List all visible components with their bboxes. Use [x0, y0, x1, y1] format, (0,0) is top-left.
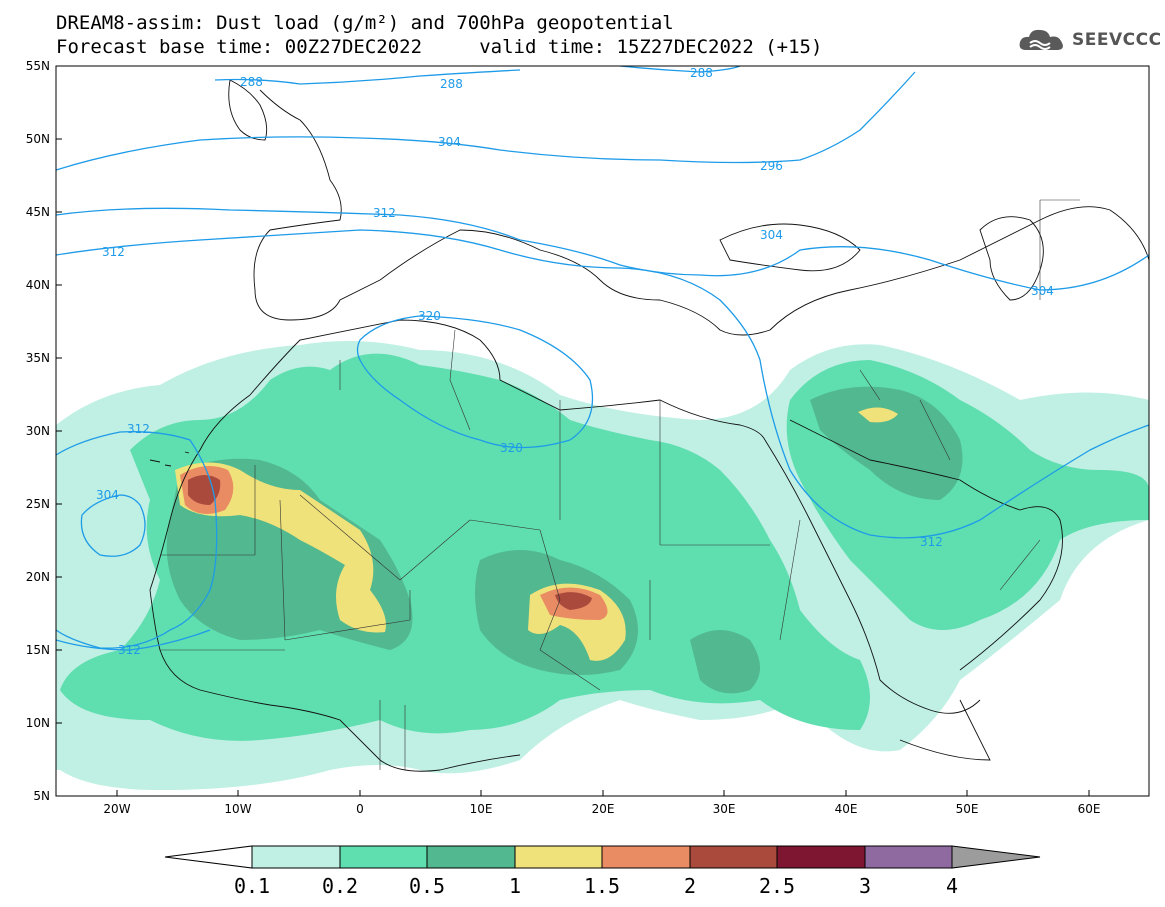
coast-arabia	[789, 419, 1063, 671]
lat-label-30n: 30N	[26, 424, 50, 438]
lat-label-35n: 35N	[26, 351, 50, 365]
title-line-1: DREAM8-assim: Dust load (g/m²) and 700hP…	[56, 12, 674, 34]
contour-312-b	[56, 229, 1149, 539]
colorbar-label-4: 4	[946, 874, 958, 898]
lat-label-15n: 15N	[26, 643, 50, 657]
lat-label-5n: 5N	[33, 789, 50, 803]
lon-label-10w: 10W	[224, 802, 251, 816]
coast-black-sea	[719, 223, 861, 272]
contour-label-320a: 320	[418, 309, 441, 323]
coast-red-sea	[764, 439, 981, 714]
colorbar-labels: 0.1 0.2 0.5 1 1.5 2 2.5 3 4	[234, 874, 958, 898]
lat-label-20n: 20N	[26, 570, 50, 584]
lon-label-60e: 60E	[1078, 802, 1101, 816]
title-line-2: Forecast base time: 00Z27DEC2022 valid t…	[56, 36, 823, 58]
contour-label-312e: 312	[118, 643, 141, 657]
contour-288-a	[214, 69, 521, 85]
dust-band-1-c	[858, 407, 898, 423]
cloud-logo-icon	[1019, 29, 1063, 50]
contour-label-288a: 288	[240, 75, 263, 89]
dust-band-0.5-d	[690, 630, 760, 694]
lon-label-40e: 40E	[835, 802, 858, 816]
colorbar-swatch-1	[339, 845, 428, 869]
contour-312-west	[56, 431, 218, 649]
lon-label-10e: 10E	[470, 802, 493, 816]
coast-uk	[228, 79, 268, 141]
logo-text: SEEVCCC	[1072, 30, 1162, 50]
lon-label-20w: 20W	[103, 802, 130, 816]
colorbar-label-0.1: 0.1	[234, 874, 270, 898]
contour-labels: 288 288 288 304 296 312 312 304 304 320 …	[96, 66, 1054, 657]
colorbar-label-0.2: 0.2	[322, 874, 358, 898]
colorbar-label-0.5: 0.5	[409, 874, 445, 898]
lat-label-45n: 45N	[26, 205, 50, 219]
lat-label-10n: 10N	[26, 716, 50, 730]
coast-canaries	[149, 451, 190, 467]
coast-west-africa	[149, 394, 521, 772]
contour-label-296: 296	[760, 159, 783, 173]
contour-label-312c: 312	[127, 422, 150, 436]
colorbar-right-triangle	[951, 845, 1041, 869]
lat-label-40n: 40N	[26, 278, 50, 292]
colorbar-swatch-5	[689, 845, 778, 869]
lon-label-0: 0	[356, 802, 364, 816]
coast-europe-west	[253, 89, 381, 321]
contour-label-312b: 312	[102, 245, 125, 259]
contour-label-304c: 304	[1031, 284, 1054, 298]
contour-lower	[56, 629, 211, 651]
contour-label-312d: 312	[920, 535, 943, 549]
contour-304-west	[80, 494, 146, 557]
contour-288-b	[619, 66, 741, 73]
lon-label-50e: 50E	[956, 802, 979, 816]
contour-label-304d: 304	[96, 488, 119, 502]
contour-label-304a: 304	[438, 135, 461, 149]
coast-horn	[899, 699, 991, 761]
lat-label-25n: 25N	[26, 497, 50, 511]
contour-label-312a: 312	[373, 206, 396, 220]
dust-band-2-b	[555, 592, 592, 610]
borders	[160, 199, 1080, 770]
colorbar-swatch-2	[426, 845, 516, 869]
latitude-labels: 55N 50N 45N 40N 35N 30N 25N 20N 15N 10N …	[26, 59, 50, 803]
contour-label-304b: 304	[760, 228, 783, 242]
colorbar-swatch-3	[514, 845, 603, 869]
colorbar-left-triangle	[164, 845, 253, 869]
colorbar-label-1: 1	[509, 874, 521, 898]
coast-north-africa	[249, 319, 766, 441]
lon-label-20e: 20E	[592, 802, 615, 816]
dust-fields	[56, 341, 1149, 790]
contour-label-288c: 288	[690, 66, 713, 80]
colorbar-swatch-4	[601, 845, 691, 869]
colorbar-label-3: 3	[859, 874, 871, 898]
colorbar	[164, 845, 1041, 869]
dust-band-0.2	[60, 353, 870, 741]
colorbar-label-1.5: 1.5	[584, 874, 620, 898]
contour-320	[356, 315, 594, 449]
lat-label-55n: 55N	[26, 59, 50, 73]
colorbar-label-2.5: 2.5	[759, 874, 795, 898]
contour-304-north	[56, 71, 916, 171]
colorbar-swatch-6	[776, 845, 866, 869]
colorbar-swatch-0	[251, 845, 341, 869]
tick-marks	[56, 65, 1090, 796]
geopotential-contours	[56, 66, 1149, 651]
seevccc-logo: SEEVCCC	[1018, 26, 1162, 54]
colorbar-swatch-7	[864, 845, 953, 869]
longitude-labels: 20W 10W 0 10E 20E 30E 40E 50E 60E	[103, 802, 1100, 816]
lat-label-50n: 50N	[26, 132, 50, 146]
dust-band-2	[188, 475, 221, 505]
contour-label-320b: 320	[500, 441, 523, 455]
colorbar-label-2: 2	[684, 874, 696, 898]
contour-312-a	[56, 207, 1149, 291]
lon-label-30e: 30E	[713, 802, 736, 816]
contour-label-288b: 288	[440, 77, 463, 91]
